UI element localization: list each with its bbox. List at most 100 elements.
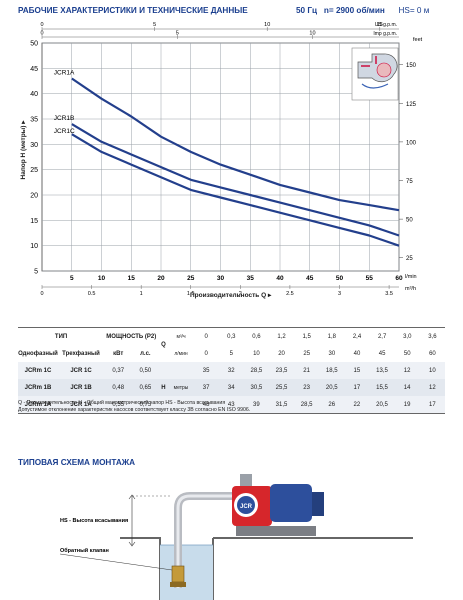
series-line-JCR1A: [71, 77, 400, 212]
head-value: 19: [394, 396, 420, 413]
kw-header: кВт: [113, 350, 124, 357]
x-axis-label: Производительность Q ▸: [190, 292, 272, 299]
q-m3h-cell: 3,6: [428, 333, 437, 340]
feet-tick-label: 150: [406, 63, 417, 69]
impgpm-tick-label: 0: [40, 31, 43, 37]
m3h-tick-label: 1: [140, 291, 143, 297]
power-kw: 0,48: [104, 379, 133, 396]
pump-section-icon: [351, 47, 399, 101]
notes-line1: Q - Производительность H - Общий маномет…: [18, 400, 226, 406]
x-tick-label: 5: [70, 275, 74, 282]
head-value: 34: [218, 379, 244, 396]
usgpm-tick-label: 10: [264, 22, 270, 28]
head-value: 25,5: [268, 379, 295, 396]
head-value: 17: [344, 379, 370, 396]
y-axis-label: Напор H (метры) ▸: [20, 120, 27, 180]
head-value: 32: [218, 362, 244, 379]
h-unit: метры: [168, 379, 194, 396]
head-value: 31,5: [268, 396, 295, 413]
head-value: 20,5: [369, 396, 395, 413]
feet-tick-label: 75: [406, 179, 413, 185]
three-phase-header: Трехфазный: [62, 350, 100, 357]
q-m3h-cell: 1,5: [302, 333, 311, 340]
x-tick-label: 50: [336, 275, 344, 282]
table-row: JCRm 1A JCR 1A 0,55 0,75 48 43 39 31,5 28,5 26 22 2…: [18, 396, 445, 413]
x-tick-label: 45: [306, 275, 314, 282]
q-lmin-cell: 60: [429, 350, 436, 357]
feet-tick-label: 100: [406, 140, 417, 146]
y-tick-label: 30: [30, 142, 38, 149]
q-m3h-cell: 0: [204, 333, 208, 340]
brand-label: JCR: [240, 504, 253, 510]
single-phase-model: JCRm 1A: [18, 396, 58, 413]
q-label: Q: [158, 327, 169, 362]
power-hp: 0,50: [132, 362, 159, 379]
single-phase-header: Однофазный: [18, 350, 58, 357]
head-value: 23,5: [268, 362, 295, 379]
q-m3h-cell: 2,7: [377, 333, 387, 340]
power-header: МОЩНОСТЬ (P2): [104, 327, 159, 345]
h-label: [158, 362, 169, 379]
x-tick-label: 20: [157, 275, 165, 282]
q-unit-m3h: м³/ч: [168, 327, 194, 345]
h-label: H: [158, 379, 169, 396]
single-phase-model: JCRm 1B: [18, 379, 58, 396]
feet-tick-label: 50: [406, 218, 413, 224]
q-lmin-cell: 20: [278, 350, 285, 357]
head-value: 10: [419, 362, 445, 379]
head-value: 26: [319, 396, 345, 413]
series-label: JCR1C: [54, 128, 75, 135]
x-tick-label: 60: [395, 275, 403, 282]
head-value: 15,5: [369, 379, 395, 396]
x-unit-m3h: m³/h: [405, 286, 416, 292]
head-value: 14: [394, 379, 420, 396]
spec-table: ТИП МОЩНОСТЬ (P2) Q м³/ч 0 0,3 0,6 1,2 1,5 1,…: [18, 327, 445, 413]
hs-text: HS - Высота всасывания: [60, 518, 128, 524]
hs-label: HS= 0 м: [398, 6, 430, 15]
q-m3h-cell: 0,6: [252, 333, 261, 340]
y-tick-label: 10: [30, 243, 38, 250]
m3h-tick-label: 3.5: [385, 291, 393, 297]
grid: [42, 42, 400, 272]
q-lmin-cell: 45: [378, 350, 386, 357]
head-value: 17: [419, 396, 445, 413]
header-specs: 50 Гц n= 2900 об/мин HS= 0 м: [296, 6, 429, 15]
install-diagram: JCR HS - Высота всасывания Обратный клап…: [59, 474, 413, 600]
head-value: 39: [243, 396, 269, 413]
head-value: 21: [294, 362, 320, 379]
usgpm-tick-label: 0: [40, 22, 43, 28]
q-lmin-cell: 10: [253, 350, 260, 357]
x-tick-label: 30: [217, 275, 225, 282]
head-value: 48: [193, 396, 219, 413]
head-value: 12: [419, 379, 445, 396]
y-tick-label: 20: [30, 193, 38, 200]
power-hp: 0,75: [132, 396, 159, 413]
q-m3h-cell: 1,2: [277, 333, 286, 340]
head-value: 20,5: [319, 379, 345, 396]
q-unit-lmin: л/мин: [174, 350, 188, 357]
single-phase-model: JCRm 1C: [18, 362, 58, 379]
y-tick-label: 45: [30, 66, 38, 73]
head-value: 30,5: [243, 379, 269, 396]
y-tick-label: 35: [30, 117, 38, 124]
series-label: JCR1B: [54, 115, 75, 122]
water-well: [160, 545, 213, 600]
q-lmin-cell: 30: [328, 350, 336, 357]
h-unit: [168, 362, 194, 379]
head-value: 18,5: [319, 362, 345, 379]
head-value: 12: [394, 362, 420, 379]
y-tick-label: 5: [34, 269, 38, 276]
q-lmin-cell: 25: [303, 350, 311, 357]
q-lmin-cell: 50: [403, 350, 411, 357]
x-tick-label: 35: [247, 275, 255, 282]
q-lmin-cell: 5: [229, 350, 233, 357]
head-value: 28,5: [243, 362, 269, 379]
page-title: РАБОЧИЕ ХАРАКТЕРИСТИКИ И ТЕХНИЧЕСКИЕ ДАН…: [18, 6, 248, 15]
q-lmin-cell: 0: [204, 350, 208, 357]
y-tick-label: 40: [30, 91, 38, 98]
power-kw: 0,55: [104, 396, 133, 413]
series-label: JCR1A: [54, 69, 75, 76]
series-group: JCR1A JCR1B JCR1C: [54, 69, 400, 247]
usgpm-tick-label: 15: [377, 22, 383, 28]
